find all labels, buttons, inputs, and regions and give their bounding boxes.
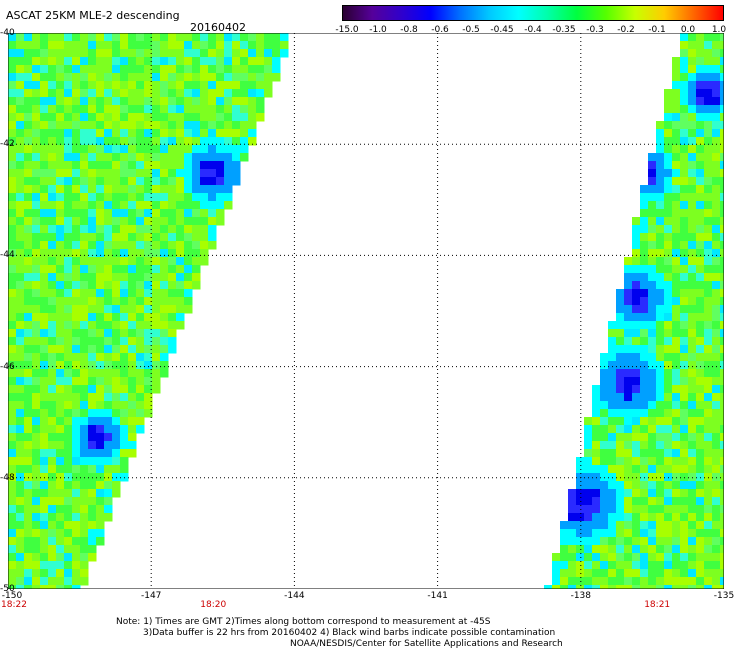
color-scale-label: -0.35 xyxy=(552,25,576,35)
longitude-label: -138 xyxy=(570,591,592,601)
color-scale-label: 1.0 xyxy=(711,25,727,35)
color-scale-label: -0.8 xyxy=(400,25,418,35)
color-scale-label: -0.5 xyxy=(462,25,480,35)
latitude-label: -42 xyxy=(0,139,15,150)
color-scale-label: -0.1 xyxy=(648,25,666,35)
color-scale-label: -0.3 xyxy=(586,25,604,35)
latitude-label: -50 xyxy=(0,584,15,594)
color-scale-label: 0.0 xyxy=(680,25,696,35)
longitude-label: -144 xyxy=(284,591,305,601)
longitude-label: -141 xyxy=(427,591,448,601)
swath-map xyxy=(8,33,724,589)
color-scale-label: -0.2 xyxy=(617,25,635,35)
color-scale-label: -15.0 xyxy=(335,25,359,35)
color-scale-label: -1.0 xyxy=(369,25,387,35)
latitude-label: -46 xyxy=(0,361,15,372)
product-date: 20160402 xyxy=(190,21,246,34)
longitude-label: -150 xyxy=(1,591,23,601)
time-label: 18:22 xyxy=(1,600,27,610)
longitude-label: -147 xyxy=(140,591,162,601)
color-scale-label: -0.4 xyxy=(524,25,542,35)
note-line-2: 3)Data buffer is 22 hrs from 20160402 4)… xyxy=(143,628,556,638)
time-label: 18:21 xyxy=(644,600,671,610)
lat-lon-grid xyxy=(8,33,724,589)
product-title: ASCAT 25KM MLE-2 descending xyxy=(6,9,180,22)
swath-cells xyxy=(8,33,724,589)
longitude-label: -135 xyxy=(713,591,735,601)
note-line-1: Note: 1) Times are GMT 2)Times along bot… xyxy=(116,617,491,627)
note-line-3: NOAA/NESDIS/Center for Satellite Applica… xyxy=(290,639,563,649)
latitude-label: -44 xyxy=(0,250,15,261)
color-scale-label: -0.45 xyxy=(490,25,514,35)
latitude-label: -40 xyxy=(0,28,15,38)
color-scale-label: -0.6 xyxy=(431,25,449,35)
color-scale-bar xyxy=(342,5,724,21)
latitude-label: -48 xyxy=(0,472,15,483)
time-label: 18:20 xyxy=(200,600,227,610)
